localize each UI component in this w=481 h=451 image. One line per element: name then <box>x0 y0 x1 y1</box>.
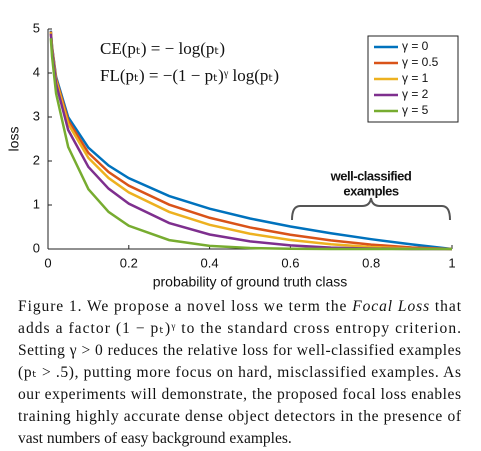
caption-text: (pₜ > .5), putting more focus on hard, m… <box>18 364 461 381</box>
x-tick-label: 0.2 <box>120 255 138 270</box>
y-tick-label: 1 <box>33 196 40 211</box>
caption-text: adds a factor (1 − pₜ)ᵞ to the standard … <box>18 320 461 337</box>
x-tick-label: 0 <box>44 255 51 270</box>
caption-line: Setting γ > 0 reduces the relative loss … <box>18 342 461 359</box>
caption-line: our experiments will demonstrate, the pr… <box>18 386 461 403</box>
caption-text: our experiments will demonstrate, the pr… <box>18 386 461 403</box>
caption-text: Setting γ > 0 reduces the relative loss … <box>18 342 461 359</box>
y-axis-label: loss <box>6 127 22 152</box>
x-tick-label: 0.6 <box>281 255 299 270</box>
y-tick-label: 2 <box>33 152 40 167</box>
x-axis-label: probability of ground truth class <box>153 274 348 290</box>
annotation: examples <box>343 183 399 198</box>
caption-line: training highly accurate dense object de… <box>18 408 462 425</box>
x-tick-label: 1 <box>448 255 455 270</box>
y-tick-label: 5 <box>33 20 40 35</box>
equation: FL(pₜ) = −(1 − pₜ)ᵞ log(pₜ) <box>100 66 279 85</box>
y-tick-label: 3 <box>33 108 40 123</box>
legend-label: γ = 0 <box>402 39 429 53</box>
caption-text: Figure 1. We propose a novel loss we ter… <box>18 298 351 315</box>
legend: γ = 0 γ = 0.5 γ = 1 γ = 2 γ = 5 <box>367 35 459 123</box>
caption-line: adds a factor (1 − pₜ)ᵞ to the standard … <box>18 320 461 337</box>
caption-line: Figure 1. We propose a novel loss we ter… <box>18 298 462 315</box>
caption-line: (pₜ > .5), putting more focus on hard, m… <box>18 364 461 381</box>
legend-label: γ = 0.5 <box>402 55 439 69</box>
annotation: well-classified <box>330 168 412 183</box>
y-tick-label: 0 <box>33 240 40 255</box>
legend-label: γ = 2 <box>402 87 429 101</box>
equation: CE(pₜ) = − log(pₜ) <box>100 39 225 58</box>
caption-line: vast numbers of easy background examples… <box>18 430 292 447</box>
brace <box>291 197 451 221</box>
caption-text: training highly accurate dense object de… <box>18 408 462 425</box>
legend-label: γ = 1 <box>402 71 429 85</box>
caption-text: that <box>430 298 462 315</box>
loss-curve <box>49 38 452 251</box>
caption-text: vast numbers of easy background examples… <box>18 430 292 447</box>
x-tick-label: 0.4 <box>201 255 219 270</box>
legend-label: γ = 5 <box>402 103 429 117</box>
x-tick-label: 0.8 <box>362 255 380 270</box>
caption-text: Focal Loss <box>351 298 429 315</box>
y-tick-label: 4 <box>33 64 40 79</box>
